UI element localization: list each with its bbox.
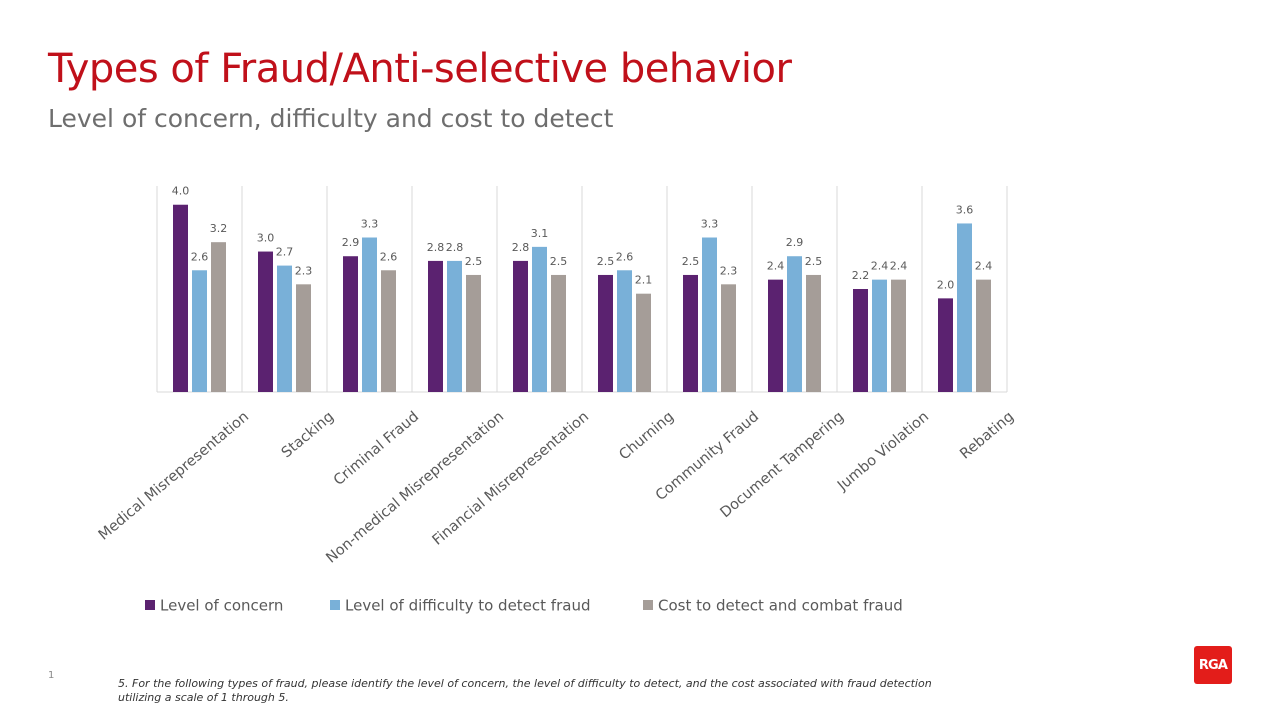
bar-difficulty bbox=[532, 246, 547, 392]
bar-concern bbox=[768, 279, 783, 392]
bar-cost bbox=[976, 279, 991, 392]
bar-difficulty bbox=[362, 237, 377, 392]
bar-cost bbox=[296, 284, 311, 392]
rga-logo: RGA bbox=[1194, 646, 1232, 684]
bar-difficulty bbox=[192, 270, 207, 392]
category-label: Stacking bbox=[279, 409, 337, 461]
data-label: 3.1 bbox=[531, 227, 549, 240]
data-label: 3.3 bbox=[701, 218, 719, 231]
bar-difficulty bbox=[702, 237, 717, 392]
slide-title: Types of Fraud/Anti-selective behavior bbox=[48, 46, 792, 92]
data-label: 2.3 bbox=[720, 264, 738, 277]
category-label: Jumbo Violation bbox=[834, 409, 932, 495]
data-label: 3.6 bbox=[956, 203, 974, 216]
data-label: 2.5 bbox=[805, 255, 823, 268]
bar-cost bbox=[551, 274, 566, 392]
data-label: 2.5 bbox=[682, 255, 700, 268]
bar-cost bbox=[891, 279, 906, 392]
legend-label: Level of difficulty to detect fraud bbox=[345, 597, 590, 615]
bar-cost bbox=[806, 274, 821, 392]
bar-difficulty bbox=[957, 223, 972, 392]
bar-concern bbox=[343, 256, 358, 392]
legend-label: Cost to detect and combat fraud bbox=[658, 597, 903, 615]
data-label: 2.8 bbox=[427, 241, 445, 254]
data-label: 2.1 bbox=[635, 274, 653, 287]
bar-cost bbox=[211, 242, 226, 392]
category-label: Medical Misrepresentation bbox=[96, 409, 252, 544]
data-label: 3.0 bbox=[257, 232, 275, 245]
bar-concern bbox=[428, 260, 443, 392]
bar-concern bbox=[513, 260, 528, 392]
data-label: 2.8 bbox=[512, 241, 530, 254]
legend-swatch bbox=[145, 600, 155, 610]
data-label: 2.2 bbox=[852, 269, 870, 282]
bar-difficulty bbox=[787, 256, 802, 392]
data-label: 2.5 bbox=[550, 255, 568, 268]
legend-swatch bbox=[643, 600, 653, 610]
bar-cost bbox=[636, 293, 651, 392]
bar-difficulty bbox=[447, 260, 462, 392]
data-label: 2.7 bbox=[276, 246, 294, 259]
data-label: 2.4 bbox=[871, 260, 889, 273]
bar-difficulty bbox=[872, 279, 887, 392]
data-label: 2.6 bbox=[380, 250, 398, 263]
category-label: Rebating bbox=[957, 409, 1017, 463]
data-label: 2.4 bbox=[767, 260, 785, 273]
data-label: 2.9 bbox=[786, 236, 804, 249]
data-label: 2.0 bbox=[937, 278, 955, 291]
bar-cost bbox=[381, 270, 396, 392]
data-label: 2.6 bbox=[616, 250, 634, 263]
data-label: 2.4 bbox=[975, 260, 993, 273]
bar-difficulty bbox=[277, 265, 292, 392]
slide-subtitle: Level of concern, difficulty and cost to… bbox=[48, 104, 614, 133]
survey-question-footnote: 5. For the following types of fraud, ple… bbox=[118, 677, 932, 704]
category-label: Non-medical Misrepresentation bbox=[323, 409, 507, 567]
page-number: 1 bbox=[48, 670, 55, 681]
legend-label: Level of concern bbox=[160, 597, 283, 615]
data-label: 2.5 bbox=[465, 255, 483, 268]
data-label: 3.3 bbox=[361, 218, 379, 231]
category-label: Criminal Fraud bbox=[331, 409, 422, 489]
legend-swatch bbox=[330, 600, 340, 610]
bar-concern bbox=[938, 298, 953, 392]
bar-concern bbox=[258, 251, 273, 392]
data-label: 2.9 bbox=[342, 236, 360, 249]
data-label: 2.4 bbox=[890, 260, 908, 273]
bar-difficulty bbox=[617, 270, 632, 392]
bar-concern bbox=[683, 274, 698, 392]
data-label: 2.8 bbox=[446, 241, 464, 254]
category-label: Churning bbox=[616, 409, 677, 464]
bar-concern bbox=[173, 204, 188, 392]
bar-cost bbox=[721, 284, 736, 392]
data-label: 2.6 bbox=[191, 250, 209, 263]
data-label: 2.3 bbox=[295, 264, 313, 277]
bar-chart: 4.0 2.6 3.2 Medical Misrepresentation 3.02.7… bbox=[96, 185, 1017, 615]
bar-concern bbox=[598, 274, 613, 392]
bar-concern bbox=[853, 289, 868, 392]
bar-cost bbox=[466, 274, 481, 392]
data-label: 4.0 bbox=[172, 185, 190, 198]
data-label: 2.5 bbox=[597, 255, 615, 268]
category-label: Financial Misrepresentation bbox=[430, 409, 592, 549]
data-label: 3.2 bbox=[210, 222, 228, 235]
